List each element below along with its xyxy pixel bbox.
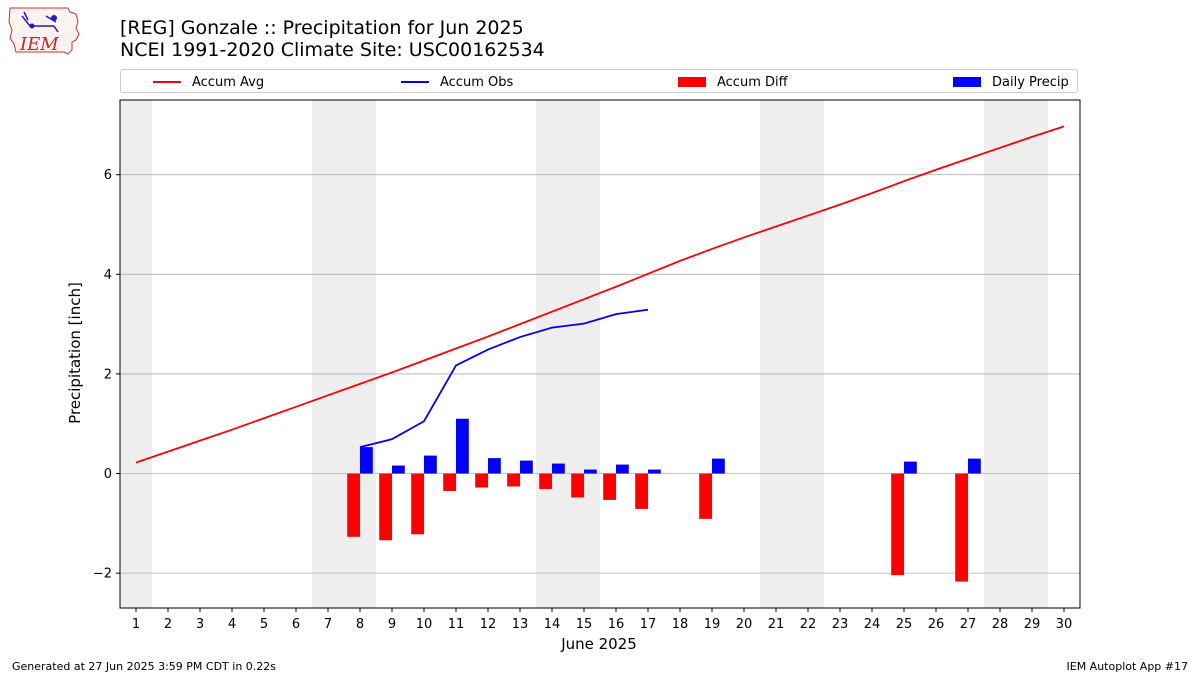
accum-diff-bar (571, 473, 584, 498)
lines (135, 125, 1065, 464)
x-tick-label: 26 (928, 617, 945, 632)
legend-item-daily-precip: Daily Precip (953, 70, 1069, 94)
weekend-band (984, 100, 1048, 608)
x-tick-label: 7 (324, 617, 332, 632)
daily-precip-bar (392, 465, 405, 474)
daily-precip-bar (968, 458, 981, 474)
x-tick-label: 6 (292, 617, 300, 632)
legend-label-daily-precip: Daily Precip (992, 74, 1069, 90)
plot-frame (119, 99, 1081, 609)
accum-diff-bar (443, 473, 456, 491)
footer-app-id: IEM Autoplot App #17 (1066, 660, 1189, 673)
y-tick-label: 0 (104, 467, 112, 482)
chart-title: [REG] Gonzale :: Precipitation for Jun 2… (120, 17, 545, 61)
accum-diff-bar (955, 473, 968, 582)
accum-diff-bar (699, 473, 712, 519)
x-tick-label: 12 (480, 617, 497, 632)
accum-diff-bar (379, 473, 392, 541)
daily-precip-bar (552, 463, 565, 474)
accum-obs-line (359, 308, 649, 449)
weekend-band (120, 100, 152, 608)
legend: Accum Avg Accum Obs Accum Diff Daily Pre… (120, 69, 1078, 93)
logo-text: IEM (19, 34, 59, 55)
x-tick-label: 16 (608, 617, 625, 632)
x-tick-label: 21 (768, 617, 785, 632)
weekend-band (536, 100, 600, 608)
x-tick-label: 9 (388, 617, 396, 632)
x-tick-label: 20 (736, 617, 753, 632)
daily-precip-bar (616, 464, 629, 474)
x-tick-label: 8 (356, 617, 364, 632)
legend-item-accum-obs: Accum Obs (401, 70, 513, 94)
x-tick-label: 2 (164, 617, 172, 632)
accum-diff-bar (475, 473, 488, 488)
legend-swatch-daily-precip (953, 77, 981, 87)
iem-logo: IEM (6, 4, 82, 62)
x-tick-label: 10 (416, 617, 433, 632)
legend-label-accum-obs: Accum Obs (440, 74, 514, 90)
x-tick-label: 25 (896, 617, 913, 632)
x-tick-label: 27 (960, 617, 977, 632)
x-tick-label: 14 (544, 617, 561, 632)
accum-diff-bar (347, 473, 360, 537)
daily-precip-bar (488, 458, 501, 474)
daily-precip-bar (584, 469, 597, 474)
x-tick-label: 23 (832, 617, 849, 632)
y-gridlines (120, 174, 1080, 574)
x-tick-label: 29 (1024, 617, 1041, 632)
x-tick-label: 13 (512, 617, 529, 632)
daily-precip-bar (360, 447, 373, 474)
daily-precip-bar (520, 460, 533, 474)
daily-precip-bar (712, 458, 725, 474)
accum-diff-bar (635, 473, 648, 509)
legend-item-accum-avg: Accum Avg (153, 70, 264, 94)
accum-diff-bar (411, 473, 424, 535)
daily-precip-bar (456, 418, 469, 474)
accum-diff-bar (539, 473, 552, 489)
daily-precip-bar (648, 469, 661, 474)
legend-swatch-accum-diff (678, 77, 706, 87)
x-tick-label: 30 (1056, 617, 1073, 632)
bars (347, 418, 981, 582)
y-tick-label: 2 (104, 367, 112, 382)
legend-label-accum-diff: Accum Diff (717, 74, 788, 90)
x-tick-label: 11 (448, 617, 465, 632)
x-tick-label: 24 (864, 617, 881, 632)
footer-generated: Generated at 27 Jun 2025 3:59 PM CDT in … (12, 660, 277, 673)
x-tick-label: 17 (640, 617, 657, 632)
weekend-band (760, 100, 824, 608)
x-tick-label: 19 (704, 617, 721, 632)
legend-item-accum-diff: Accum Diff (678, 70, 788, 94)
legend-swatch-accum-avg (153, 81, 181, 83)
title-line-1: [REG] Gonzale :: Precipitation for Jun 2… (120, 17, 524, 39)
weekend-shading (120, 100, 1048, 608)
x-axis-label: June 2025 (560, 635, 637, 653)
y-tick-label: −2 (93, 567, 112, 582)
y-tick-label: 6 (104, 168, 112, 183)
x-tick-label: 15 (576, 617, 593, 632)
legend-label-accum-avg: Accum Avg (192, 74, 265, 90)
x-tick-label: 5 (260, 617, 268, 632)
accum-diff-bar (507, 473, 520, 487)
x-tick-label: 28 (992, 617, 1009, 632)
daily-precip-bar (424, 455, 437, 474)
iowa-outline-icon (8, 7, 80, 55)
x-tick-label: 22 (800, 617, 817, 632)
accum-diff-bar (891, 473, 904, 576)
y-axis-label: Precipitation [inch] (66, 282, 84, 424)
legend-swatch-accum-obs (401, 81, 429, 83)
x-tick-label: 1 (132, 617, 140, 632)
x-tick-label: 18 (672, 617, 689, 632)
x-tick-label: 4 (228, 617, 236, 632)
y-tick-label: 4 (104, 268, 112, 283)
weekend-band (312, 100, 376, 608)
daily-precip-bar (904, 461, 917, 474)
x-tick-label: 3 (196, 617, 204, 632)
accum-avg-line (135, 125, 1065, 464)
accum-diff-bar (603, 473, 616, 500)
title-line-2: NCEI 1991-2020 Climate Site: USC00162534 (120, 39, 545, 61)
